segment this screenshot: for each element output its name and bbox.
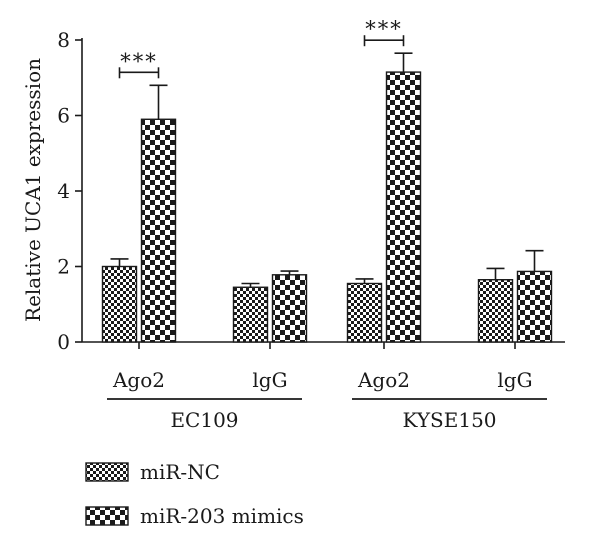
y-tick-label: 4 xyxy=(57,179,70,203)
x-tick-label: lgG xyxy=(497,368,532,392)
legend-label: miR-203 mimics xyxy=(140,504,304,528)
y-tick-label: 6 xyxy=(57,104,70,128)
bar xyxy=(140,118,177,343)
error-bar xyxy=(525,249,544,272)
error-bar xyxy=(110,258,129,267)
error-bar xyxy=(241,282,260,288)
legend: miR-NC miR-203 mimics xyxy=(85,460,304,528)
x-tick-label: Ago2 xyxy=(112,368,165,392)
legend-swatch xyxy=(85,506,129,526)
error-bar xyxy=(280,270,299,275)
significance-label: *** xyxy=(365,17,403,41)
x-tick-label: lgG xyxy=(252,368,287,392)
bar xyxy=(232,286,269,343)
error-bar xyxy=(149,84,168,120)
significance-label: *** xyxy=(120,49,158,73)
bar xyxy=(516,270,553,343)
bar xyxy=(271,274,308,343)
bar xyxy=(346,282,383,343)
x-tick-label: Ago2 xyxy=(357,368,410,392)
bar xyxy=(385,71,422,343)
y-axis-label: Relative UCA1 expression xyxy=(21,58,45,322)
y-tick-label: 0 xyxy=(57,330,70,354)
error-bar xyxy=(486,267,505,280)
bar xyxy=(477,279,514,343)
significance-bracket xyxy=(118,67,160,79)
group-label: EC109 xyxy=(170,408,238,432)
y-tick-label: 2 xyxy=(57,255,70,279)
significance-annotations: *** *** xyxy=(118,17,405,79)
y-tick-label: 8 xyxy=(57,28,70,52)
significance-bracket xyxy=(363,35,405,47)
error-bars xyxy=(110,52,544,288)
legend-swatch xyxy=(85,462,129,482)
x-axis-labels: Ago2 lgG Ago2 lgG EC109 KYSE150 xyxy=(107,368,547,432)
error-bar xyxy=(355,278,374,284)
error-bar xyxy=(394,52,413,73)
bars xyxy=(101,71,553,343)
group-label: KYSE150 xyxy=(402,408,496,432)
legend-label: miR-NC xyxy=(140,460,220,484)
bar xyxy=(101,265,138,343)
